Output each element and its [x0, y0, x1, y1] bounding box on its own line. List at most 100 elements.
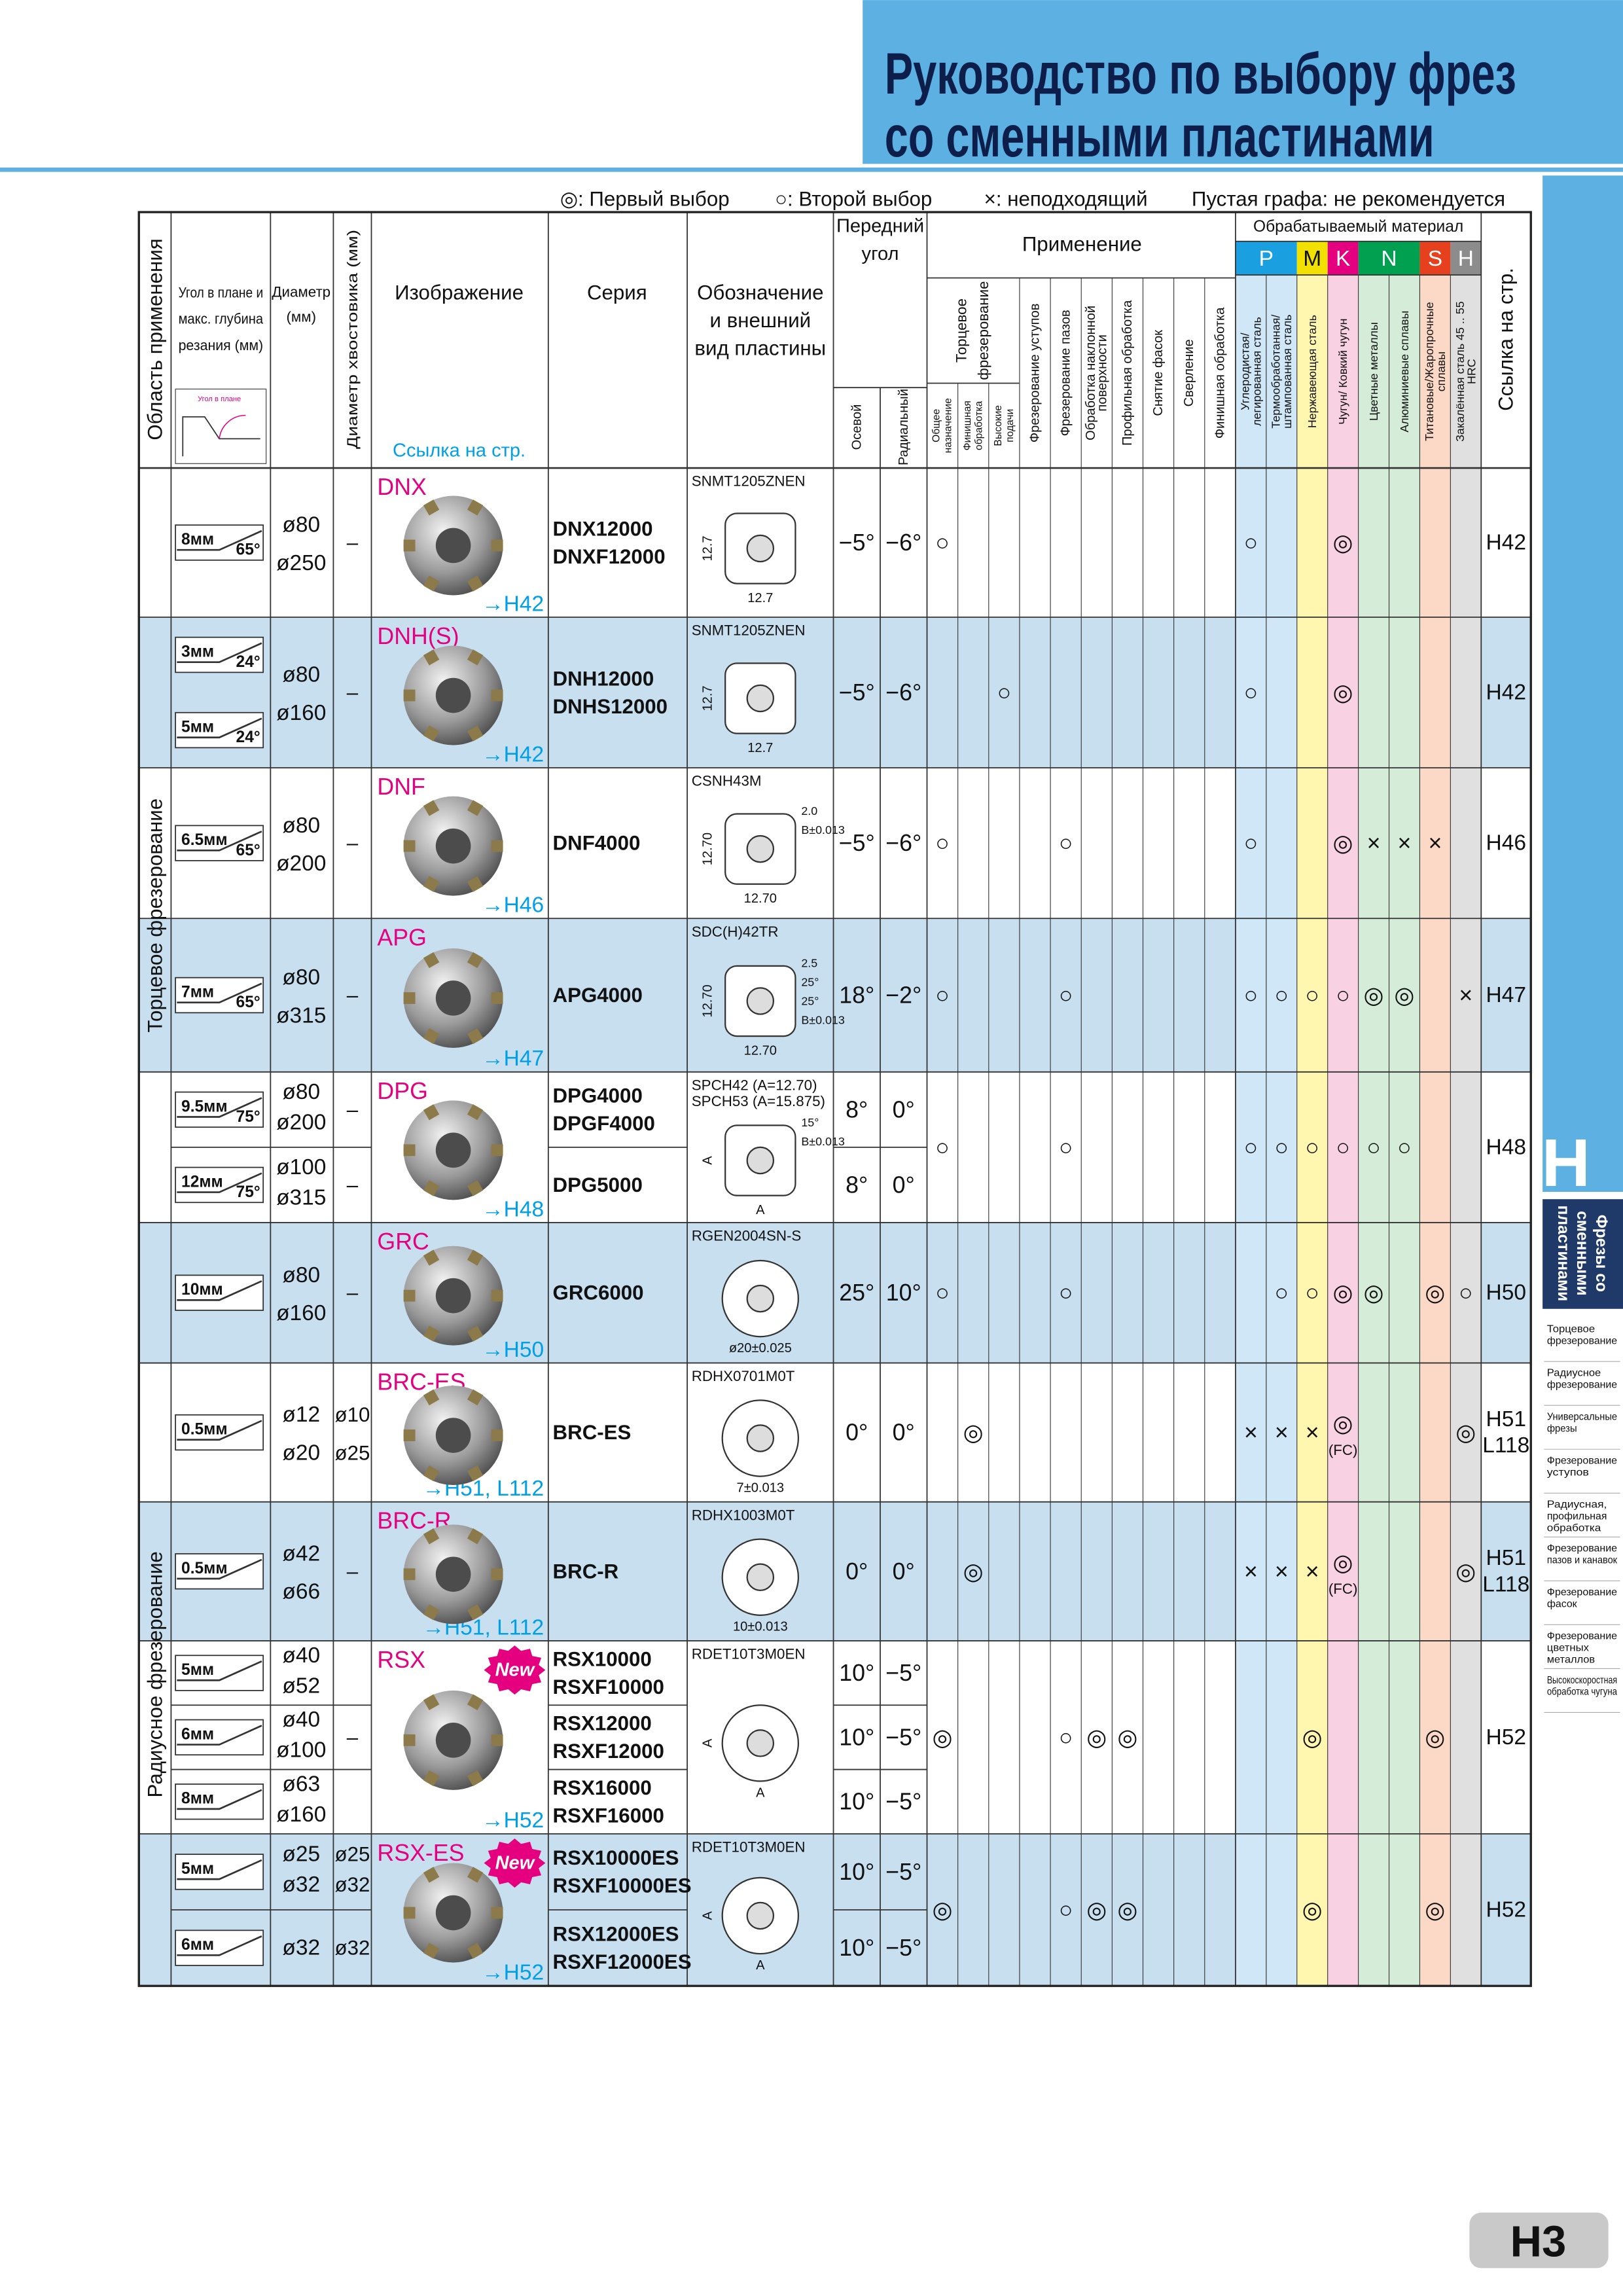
radial-angle: −6°: [885, 830, 921, 856]
application-mark: ○: [935, 529, 950, 556]
material-mark: ◎: [1333, 679, 1353, 706]
series: GRC6000: [553, 1282, 644, 1304]
depth-label: 0.5мм: [181, 1560, 228, 1577]
angle-label: 65°: [236, 541, 260, 559]
insert-code: RDET10T3M0EN: [692, 1839, 806, 1855]
column-header: Диаметр хвостовика (мм): [344, 230, 361, 449]
depth-label: 6мм: [181, 1725, 214, 1743]
application-mark: ○: [1059, 1897, 1073, 1923]
cutter-insert: [491, 1734, 503, 1746]
cutter-insert: [467, 1389, 484, 1406]
cutter-insert: [423, 725, 440, 742]
axial-angle: 0°: [846, 1420, 868, 1446]
cutter-insert: [467, 575, 484, 592]
application-header: поверхности: [1096, 334, 1110, 411]
icon-label: Угол в плане: [198, 395, 241, 403]
column-header: Серия: [587, 281, 647, 304]
series: RSX16000: [553, 1776, 652, 1799]
insert-code: CSNH43M: [692, 773, 762, 789]
cutter-insert: [467, 1465, 484, 1482]
product-name: DNX: [377, 474, 427, 500]
material-group: N: [1381, 247, 1397, 271]
depth-label: 9.5мм: [181, 1098, 228, 1115]
material-group-bg: [1419, 241, 1451, 276]
side-section: Фрезерование: [1547, 1456, 1617, 1467]
material-mark: ○: [1366, 1134, 1381, 1160]
column-header: Диаметр: [272, 283, 330, 300]
cutter-insert: [467, 1180, 484, 1196]
page-ref: H51: [1486, 1407, 1526, 1431]
column-header: Осевой: [849, 404, 864, 450]
depth-label: 5мм: [181, 719, 214, 736]
cutter-insert: [423, 1867, 440, 1883]
depth-icon: [175, 711, 264, 749]
series: RSXF12000ES: [553, 1950, 692, 1973]
application-header: Общее: [931, 409, 942, 442]
material-mark: ◎: [1425, 1897, 1445, 1923]
cutter-insert: [403, 992, 416, 1004]
insert-dimension: 15°: [801, 1116, 819, 1129]
shank: ø25: [335, 1441, 370, 1464]
axial-angle: −5°: [839, 679, 875, 706]
radial-angle: −5°: [885, 1859, 921, 1885]
title: Руководство по выбору фрез: [885, 41, 1516, 106]
column-header: Передний: [836, 215, 924, 236]
diameter: ø200: [276, 852, 326, 876]
cutter-insert: [491, 1907, 503, 1919]
angle-label: 24°: [236, 728, 260, 746]
material-tint: [1419, 275, 1451, 1986]
application-mark: ◎: [1086, 1724, 1107, 1750]
material-mark: ○: [1244, 1134, 1258, 1160]
material-group-bg: [1235, 241, 1297, 276]
insert-dimension: 12.70: [744, 1043, 777, 1058]
application-header: Обработка наклонной: [1084, 306, 1098, 440]
material-mark: ○: [1275, 1280, 1289, 1306]
material-header: HRC: [1465, 359, 1478, 384]
column-header: резания (мм): [179, 337, 264, 353]
radial-angle: 0°: [893, 1096, 915, 1122]
depth-icon-line: [177, 1789, 262, 1810]
product-name: APG: [377, 924, 426, 950]
depth-icon-line: [177, 717, 262, 739]
material-mark: ○: [1244, 529, 1258, 556]
insert-code: SDC(H)42TR: [692, 924, 779, 940]
side-section: Высокоскоростная: [1547, 1675, 1617, 1686]
side-title: пластинами: [1554, 1206, 1572, 1302]
product-name: GRC: [377, 1229, 429, 1255]
column-header: Угол в плане и: [179, 284, 264, 300]
radial-angle: −5°: [885, 1724, 921, 1750]
material-mark: ◎: [1333, 1280, 1353, 1306]
cutter-hub: [435, 828, 471, 864]
series: RSX12000ES: [553, 1922, 679, 1945]
insert-dimension: A: [700, 1911, 715, 1920]
cutter-insert: [423, 1180, 440, 1196]
cutter-insert: [403, 1429, 416, 1441]
cutter-insert: [467, 499, 484, 516]
insert-code: RDHX1003M0T: [692, 1507, 795, 1523]
material-mark: ○: [1336, 982, 1350, 1009]
shank: –: [347, 832, 359, 855]
cutter-insert: [423, 1604, 440, 1621]
cutter-insert: [423, 649, 440, 666]
column-header: вид пластины: [694, 336, 826, 359]
insert-code: RDET10T3M0EN: [692, 1646, 806, 1662]
axial-angle: 25°: [839, 1280, 874, 1306]
cutter-insert: [423, 1389, 440, 1406]
material-mark: ○: [1275, 1134, 1289, 1160]
diameter: ø100: [276, 1738, 326, 1763]
page-number-bg: [1469, 2212, 1609, 2269]
insert-hole: [746, 1146, 775, 1175]
depth-label: 6.5мм: [181, 831, 228, 849]
cutter-insert: [491, 840, 503, 852]
depth-label: 8мм: [181, 531, 214, 548]
radial-angle: −5°: [885, 1660, 921, 1686]
application-mark: ◎: [1117, 1724, 1137, 1750]
side-section: обработка чугуна: [1547, 1687, 1618, 1698]
side-strip: [1543, 175, 1623, 1193]
depth-icon: [175, 1929, 264, 1966]
new-badge-text: New: [495, 1853, 536, 1874]
application-mark: ◎: [932, 1724, 952, 1750]
row-bg: [1481, 1222, 1531, 1363]
new-badge: [484, 1645, 546, 1695]
